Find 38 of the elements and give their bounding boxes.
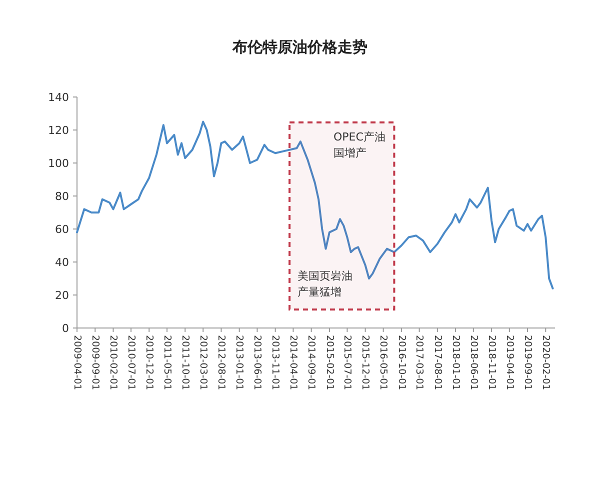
y-tick-label: 0 <box>62 322 69 335</box>
x-tick-label: 2016-05-01 <box>378 335 389 390</box>
x-tick-label: 2012-08-01 <box>216 335 227 390</box>
y-tick-label: 140 <box>48 91 69 104</box>
y-tick-label: 100 <box>48 157 69 170</box>
x-tick-label: 2018-11-01 <box>486 335 497 390</box>
x-tick-label: 2016-10-01 <box>396 335 407 390</box>
x-tick-label: 2015-02-01 <box>324 335 335 390</box>
x-tick-label: 2014-04-01 <box>288 335 299 390</box>
x-tick-label: 2015-12-01 <box>360 335 371 390</box>
x-tick-label: 2013-01-01 <box>234 335 245 390</box>
x-tick-label: 2014-09-01 <box>306 335 317 390</box>
x-tick-label: 2009-09-01 <box>90 335 101 390</box>
x-tick-label: 2018-01-01 <box>450 335 461 390</box>
x-tick-label: 2017-03-01 <box>414 335 425 390</box>
x-tick-label: 2020-02-01 <box>540 335 552 390</box>
y-tick-label: 60 <box>55 223 69 236</box>
x-tick-label: 2010-02-01 <box>108 335 119 390</box>
x-tick-label: 2011-05-01 <box>161 335 172 390</box>
x-tick-label: 2015-07-01 <box>342 335 353 390</box>
chart-title: 布伦特原油价格走势 <box>232 38 368 56</box>
y-tick-label: 40 <box>55 256 69 269</box>
x-tick-label: 2009-04-01 <box>71 335 82 390</box>
x-tick-label: 2018-06-01 <box>468 335 479 390</box>
x-tick-label: 2010-12-01 <box>144 335 155 390</box>
x-tick-label: 2011-10-01 <box>179 335 191 390</box>
x-tick-label: 2012-03-01 <box>197 335 209 390</box>
x-tick-label: 2019-09-01 <box>522 335 533 390</box>
y-tick-label: 120 <box>48 124 69 137</box>
x-tick-label: 2013-06-01 <box>252 335 263 390</box>
annotation: 美国页岩油产量猛增 <box>298 270 353 299</box>
annotation: OPEC产油国增产 <box>334 130 386 160</box>
y-tick-label: 20 <box>55 289 69 302</box>
x-tick-label: 2019-04-01 <box>504 335 515 390</box>
x-tick-label: 2013-11-01 <box>270 335 281 390</box>
x-tick-label: 2017-08-01 <box>432 335 443 390</box>
x-tick-label: 2010-07-01 <box>125 335 136 390</box>
y-tick-label: 80 <box>55 190 69 203</box>
